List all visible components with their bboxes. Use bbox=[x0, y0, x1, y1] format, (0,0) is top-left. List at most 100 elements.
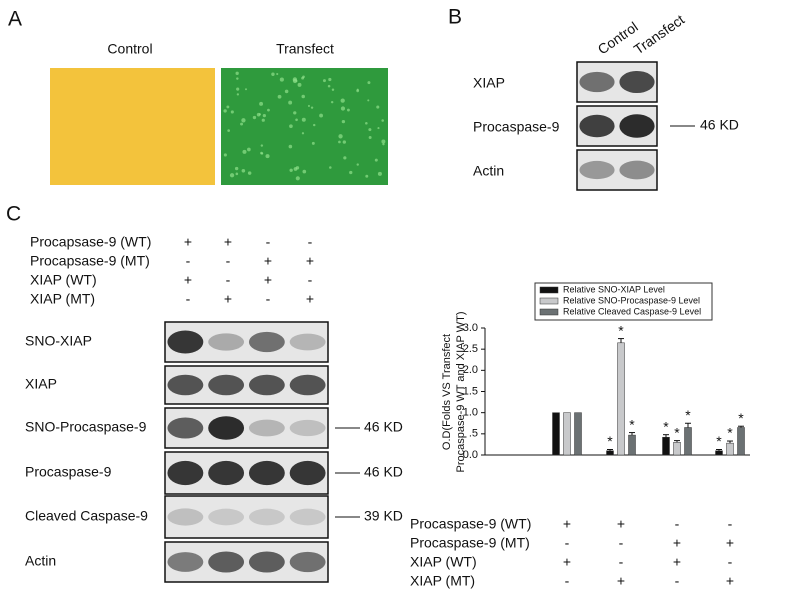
y-tick-label: 0.0 bbox=[463, 449, 478, 461]
band bbox=[208, 416, 245, 440]
legend-box bbox=[534, 282, 713, 321]
condition-sign: + bbox=[306, 291, 314, 307]
dot bbox=[279, 77, 284, 82]
legend-swatch bbox=[539, 286, 559, 294]
condition-sign: - bbox=[565, 535, 570, 551]
dot bbox=[236, 87, 240, 91]
blot-label: Cleaved Caspase-9 bbox=[25, 508, 148, 524]
band bbox=[579, 71, 615, 93]
significance-marker: * bbox=[663, 418, 669, 434]
condition-sign: + bbox=[726, 535, 734, 551]
condition-sign: + bbox=[264, 253, 272, 269]
band bbox=[289, 460, 326, 486]
transfect-image bbox=[221, 68, 388, 185]
condition-sign: - bbox=[226, 253, 231, 269]
dot bbox=[258, 113, 261, 116]
dot bbox=[368, 136, 372, 139]
condition-sign: - bbox=[675, 573, 680, 589]
bar bbox=[563, 412, 571, 456]
band bbox=[208, 374, 245, 396]
blot-label: Procaspase-9 bbox=[473, 119, 560, 135]
condition-sign: - bbox=[728, 554, 733, 570]
condition-sign: + bbox=[673, 554, 681, 570]
panel-label: B bbox=[448, 6, 462, 29]
marker-label: 46 KD bbox=[364, 419, 403, 435]
control-image bbox=[50, 68, 215, 185]
fluorescence-dots bbox=[223, 71, 386, 181]
condition-name: Procapsase-9 (MT) bbox=[30, 253, 150, 269]
dot bbox=[341, 119, 346, 124]
dot bbox=[310, 106, 314, 109]
dot bbox=[374, 158, 378, 162]
condition-sign: + bbox=[563, 554, 571, 570]
condition-sign: - bbox=[308, 234, 313, 250]
dot bbox=[260, 144, 264, 147]
dot bbox=[301, 117, 306, 122]
band bbox=[579, 114, 615, 138]
dot bbox=[381, 119, 384, 122]
condition-name: XIAP (WT) bbox=[410, 554, 477, 570]
dot bbox=[261, 118, 265, 122]
band bbox=[248, 331, 285, 353]
condition-name: Procaspase-9 (WT) bbox=[410, 516, 531, 532]
dot bbox=[319, 113, 323, 118]
significance-marker: * bbox=[607, 433, 613, 449]
dot bbox=[284, 89, 289, 94]
condition-sign: + bbox=[224, 234, 232, 250]
dot bbox=[240, 122, 244, 126]
condition-sign: + bbox=[264, 272, 272, 288]
band bbox=[248, 460, 285, 486]
dot bbox=[235, 172, 239, 176]
blot-label: XIAP bbox=[25, 376, 57, 392]
dot bbox=[288, 144, 293, 149]
dot bbox=[329, 166, 332, 169]
image-title: Transfect bbox=[276, 41, 334, 57]
dot bbox=[236, 77, 239, 80]
dot bbox=[277, 94, 282, 99]
dot bbox=[302, 169, 307, 174]
y-tick-label: 1.0 bbox=[463, 407, 478, 419]
dot bbox=[223, 109, 227, 113]
lane-label: Transfect bbox=[631, 11, 688, 57]
condition-name: XIAP (WT) bbox=[30, 272, 97, 288]
band bbox=[289, 419, 326, 437]
condition-sign: - bbox=[675, 516, 680, 532]
band bbox=[167, 552, 204, 572]
dot bbox=[338, 140, 341, 144]
bar bbox=[628, 434, 636, 456]
condition-name: XIAP (MT) bbox=[410, 573, 475, 589]
y-axis-label: O.D(Folds VS Transfect bbox=[441, 334, 453, 450]
dot bbox=[252, 115, 257, 120]
dot bbox=[244, 88, 248, 91]
condition-sign: + bbox=[563, 516, 571, 532]
panel-label: A bbox=[8, 8, 22, 31]
y-tick-label: .5 bbox=[469, 428, 478, 440]
condition-sign: - bbox=[619, 554, 624, 570]
blot-label: XIAP bbox=[473, 75, 505, 91]
dot bbox=[342, 140, 346, 144]
y-tick-label: 3.0 bbox=[463, 322, 478, 334]
band bbox=[289, 333, 326, 351]
dot bbox=[241, 168, 246, 173]
dot bbox=[295, 118, 298, 122]
y-tick-label: 2.5 bbox=[463, 343, 478, 355]
dot bbox=[340, 98, 345, 103]
dot bbox=[227, 129, 230, 132]
significance-marker: * bbox=[716, 433, 722, 449]
dot bbox=[289, 124, 293, 129]
y-axis-label: Procaspase-9 WT and XIAP WT) bbox=[455, 312, 467, 473]
bar bbox=[673, 442, 681, 456]
dot bbox=[327, 84, 331, 88]
band bbox=[619, 70, 655, 94]
dot bbox=[381, 139, 386, 144]
bar bbox=[726, 442, 734, 456]
dot bbox=[301, 94, 305, 99]
dot bbox=[236, 93, 240, 96]
significance-marker: * bbox=[629, 416, 635, 432]
condition-sign: - bbox=[266, 291, 271, 307]
condition-sign: + bbox=[224, 291, 232, 307]
dot bbox=[223, 153, 227, 157]
blot-label: Procaspase-9 bbox=[25, 464, 112, 480]
dot bbox=[313, 123, 316, 127]
